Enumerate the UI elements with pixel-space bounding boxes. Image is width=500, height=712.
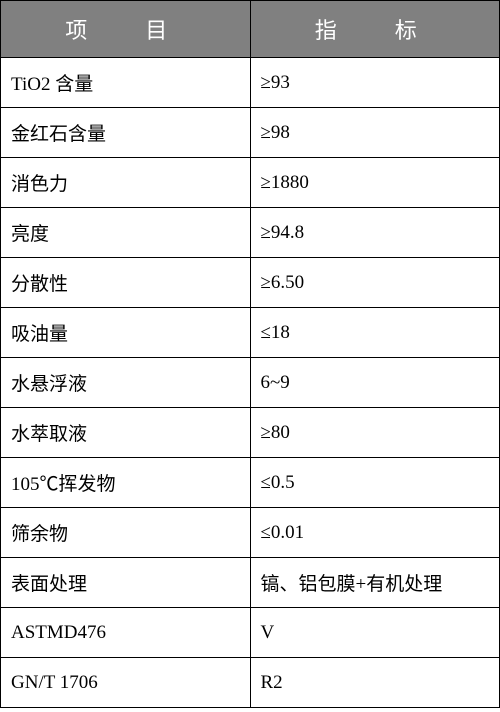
table-row: 筛余物 ≤0.01 [1,508,500,558]
table-row: 吸油量 ≤18 [1,308,500,358]
table-row: 金红石含量 ≥98 [1,108,500,158]
cell-item: TiO2 含量 [1,58,251,108]
cell-item: 105℃挥发物 [1,458,251,508]
cell-value: ≤0.5 [250,458,500,508]
cell-item: 分散性 [1,258,251,308]
cell-item: 水萃取液 [1,408,251,458]
table-row: 水萃取液 ≥80 [1,408,500,458]
cell-item: ASTMD476 [1,608,251,658]
cell-value: R2 [250,658,500,708]
table-row: 分散性 ≥6.50 [1,258,500,308]
cell-value: ≥1880 [250,158,500,208]
table-row: 105℃挥发物 ≤0.5 [1,458,500,508]
cell-item: 吸油量 [1,308,251,358]
cell-value: ≥98 [250,108,500,158]
cell-item: 亮度 [1,208,251,258]
spec-table-container: 项 目 指 标 TiO2 含量 ≥93 金红石含量 ≥98 消色力 ≥1880 … [0,0,500,708]
cell-value: ≤18 [250,308,500,358]
cell-item: 金红石含量 [1,108,251,158]
header-item: 项 目 [1,1,251,58]
cell-value: 镐、铝包膜+有机处理 [250,558,500,608]
cell-item: GN/T 1706 [1,658,251,708]
cell-item: 消色力 [1,158,251,208]
header-value: 指 标 [250,1,500,58]
cell-value: ≤0.01 [250,508,500,558]
cell-value: V [250,608,500,658]
table-row: ASTMD476 V [1,608,500,658]
table-row: 水悬浮液 6~9 [1,358,500,408]
cell-value: ≥94.8 [250,208,500,258]
cell-item: 筛余物 [1,508,251,558]
table-row: 亮度 ≥94.8 [1,208,500,258]
table-row: TiO2 含量 ≥93 [1,58,500,108]
spec-table: 项 目 指 标 TiO2 含量 ≥93 金红石含量 ≥98 消色力 ≥1880 … [0,0,500,708]
cell-value: ≥80 [250,408,500,458]
cell-value: ≥93 [250,58,500,108]
cell-value: ≥6.50 [250,258,500,308]
table-body: TiO2 含量 ≥93 金红石含量 ≥98 消色力 ≥1880 亮度 ≥94.8… [1,58,500,708]
table-row: 表面处理 镐、铝包膜+有机处理 [1,558,500,608]
table-row: 消色力 ≥1880 [1,158,500,208]
cell-item: 表面处理 [1,558,251,608]
cell-value: 6~9 [250,358,500,408]
table-row: GN/T 1706 R2 [1,658,500,708]
cell-item: 水悬浮液 [1,358,251,408]
table-header-row: 项 目 指 标 [1,1,500,58]
